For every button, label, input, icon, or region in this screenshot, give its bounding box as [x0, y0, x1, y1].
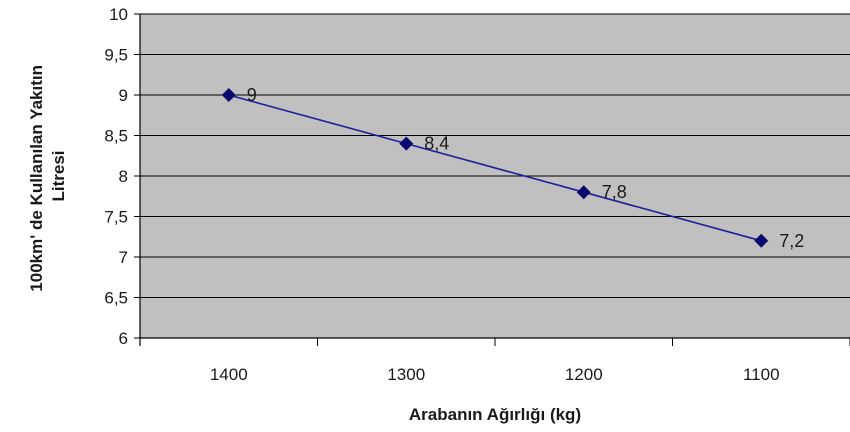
y-axis-title-line-2: Litresi	[49, 150, 68, 201]
y-tick-label: 6	[119, 329, 128, 348]
y-tick-label: 7	[119, 248, 128, 267]
data-point-marker	[221, 88, 236, 102]
y-tick-label: 9	[119, 86, 128, 105]
data-label: 7,8	[602, 182, 627, 202]
data-point-marker	[399, 136, 414, 151]
series-line	[228, 94, 762, 242]
x-tick-label: 1400	[210, 365, 248, 384]
x-tick-labels: 1400 1300 1200 1100	[210, 365, 780, 384]
y-axis-title: 100km' de Kullanılan Yakıtın Litresi	[27, 60, 68, 291]
axes	[139, 14, 850, 346]
data-point-marker	[754, 233, 769, 248]
y-tick-label: 8	[119, 167, 128, 186]
data-label: 8,4	[424, 134, 449, 154]
data-label: 9	[247, 85, 257, 105]
y-tick-label: 9,5	[104, 46, 128, 65]
y-tick-label: 6,5	[104, 289, 128, 308]
data-point-marker	[576, 185, 591, 200]
x-axis-title: Arabanın Ağırlığı (kg)	[409, 405, 581, 424]
y-tick-label: 7,5	[104, 208, 128, 227]
x-tick-label: 1300	[387, 365, 425, 384]
x-tick-label: 1200	[565, 365, 603, 384]
y-tick-label: 8,5	[104, 127, 128, 146]
x-tick-label: 1100	[743, 365, 780, 384]
data-series: 9 8,4 7,8 7,2	[221, 85, 804, 251]
y-tick-label: 10	[109, 5, 128, 24]
y-axis-title-line-1: 100km' de Kullanılan Yakıtın	[27, 65, 46, 292]
data-label: 7,2	[779, 231, 804, 251]
y-tick-labels: 6 6,5 7 7,5 8 8,5 9 9,5 10	[104, 5, 128, 348]
